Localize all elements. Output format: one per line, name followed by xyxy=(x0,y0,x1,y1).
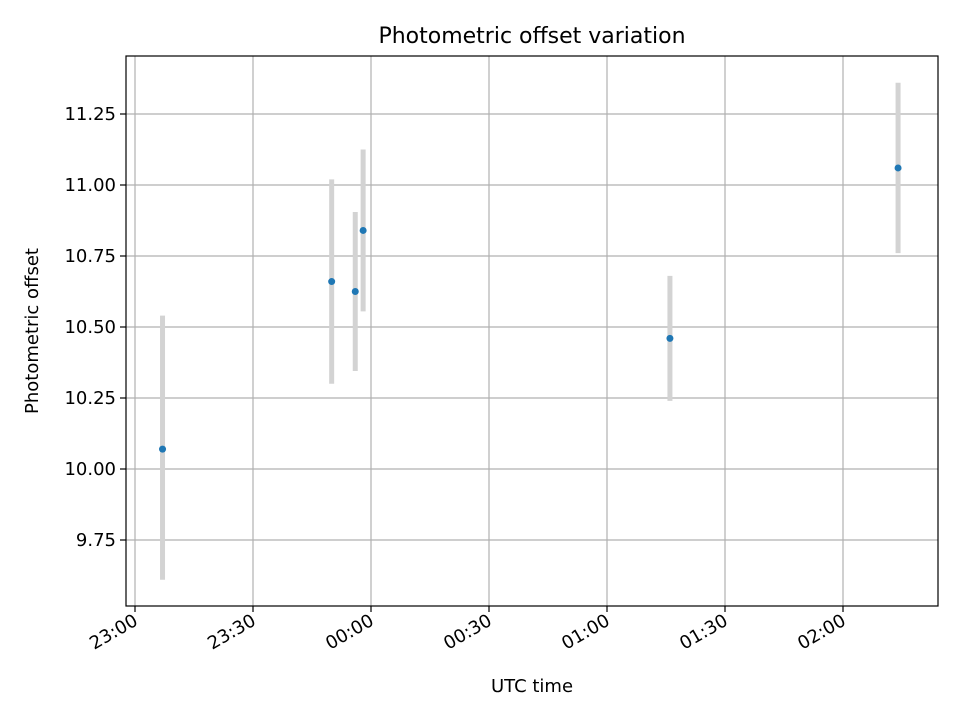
y-axis-label: Photometric offset xyxy=(22,248,43,414)
y-tick-label: 11.00 xyxy=(64,175,116,196)
data-point xyxy=(359,226,367,234)
data-point xyxy=(894,164,902,172)
y-tick-label: 10.00 xyxy=(64,459,116,480)
grid xyxy=(126,56,938,606)
y-tick-label: 11.25 xyxy=(64,104,116,125)
y-tick-label: 10.75 xyxy=(64,246,116,267)
x-axis-label: UTC time xyxy=(491,676,573,697)
data-point xyxy=(666,334,674,342)
data-points xyxy=(159,164,902,453)
y-tick-label: 10.25 xyxy=(64,388,116,409)
data-point xyxy=(159,445,167,453)
data-point xyxy=(328,278,336,286)
y-tick-label: 10.50 xyxy=(64,317,116,338)
data-point xyxy=(351,288,359,295)
y-axis-ticks: 9.75 10.00 10.25 10.50 10.75 11.00 11.25 xyxy=(64,104,126,551)
chart-title: Photometric offset variation xyxy=(378,24,685,49)
plot-frame xyxy=(125,55,939,607)
y-tick-label: 9.75 xyxy=(76,530,116,551)
